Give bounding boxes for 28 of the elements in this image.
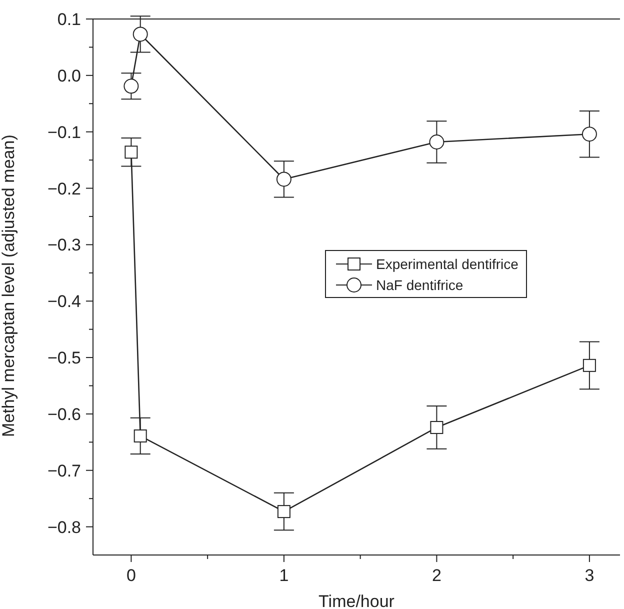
- point: [124, 78, 139, 94]
- x-tick-label: 1: [279, 566, 289, 585]
- point: [134, 429, 147, 442]
- y-tick-label: −0.2: [47, 179, 81, 198]
- y-tick-label: −0.5: [47, 348, 81, 368]
- point: [276, 172, 292, 187]
- y-tick-label: −0.7: [47, 461, 81, 480]
- point: [430, 420, 444, 434]
- y-tick-label: −0.6: [47, 404, 81, 424]
- point: [429, 134, 444, 150]
- point: [277, 505, 290, 518]
- point: [582, 126, 597, 142]
- point: [124, 146, 138, 159]
- x-tick-label: 0: [126, 566, 136, 585]
- y-tick-label: 0.1: [57, 10, 81, 29]
- point: [582, 358, 596, 372]
- x-tick-label: 3: [584, 566, 594, 585]
- y-tick-label: −0.8: [47, 518, 81, 537]
- y-tick-label: −0.1: [47, 122, 81, 142]
- y-axis-title: Methyl mercaptan level (adjusted mean): [0, 134, 18, 437]
- x-axis-title: Time/hour: [318, 592, 395, 609]
- legend-label: NaF dentifrice: [376, 276, 464, 292]
- y-tick-label: −0.3: [47, 236, 81, 255]
- point: [132, 26, 148, 42]
- y-tick-label: −0.4: [47, 292, 81, 312]
- x-tick-label: 2: [432, 566, 442, 585]
- y-tick-label: 0.0: [57, 66, 81, 86]
- legend-label: Experimental dentifrice: [376, 256, 518, 272]
